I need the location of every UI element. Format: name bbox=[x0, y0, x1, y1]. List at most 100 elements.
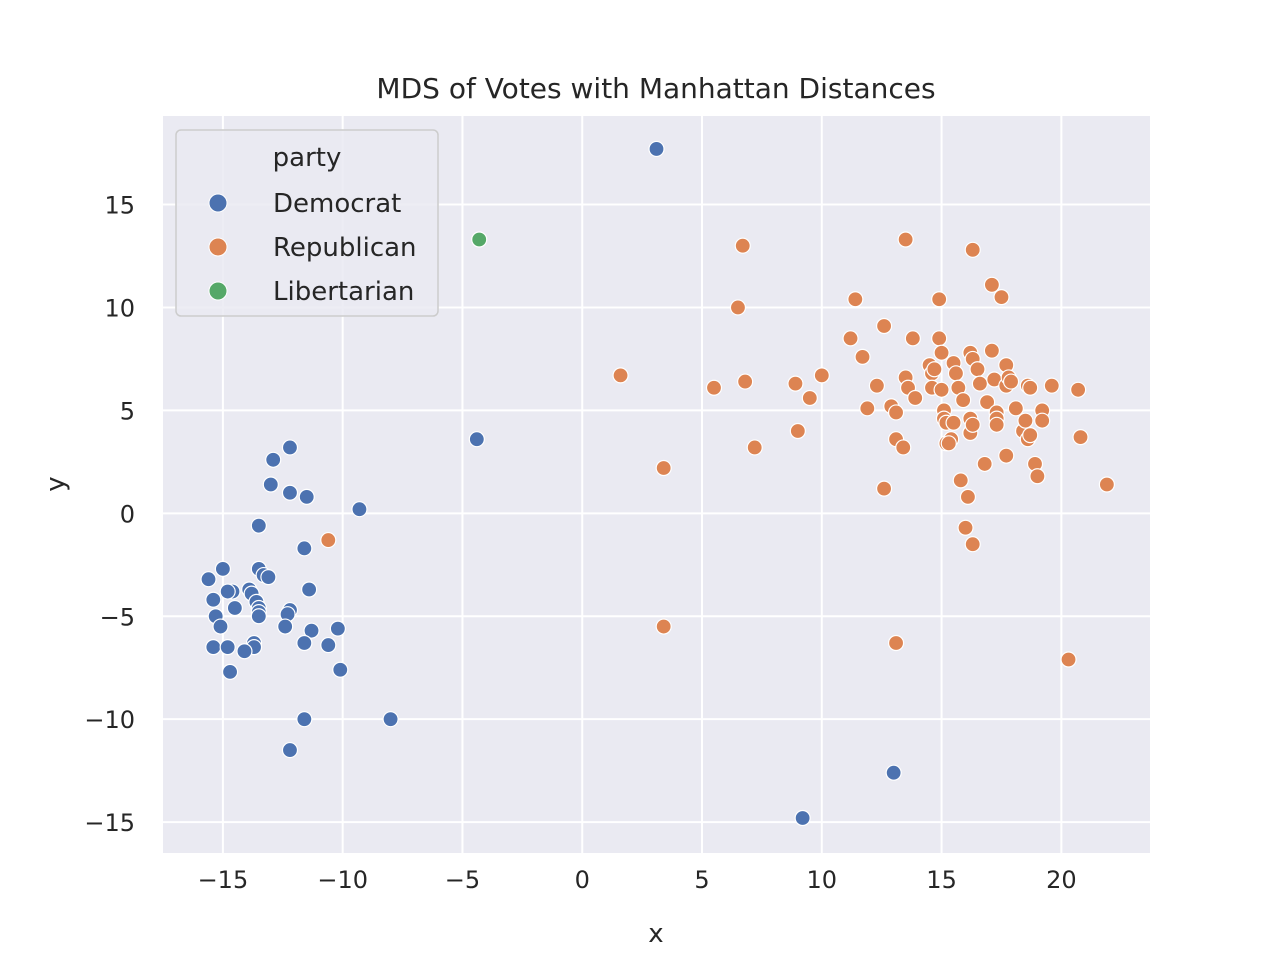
data-point-republican bbox=[945, 414, 962, 431]
data-point-democrat bbox=[200, 571, 217, 588]
series-libertarian bbox=[471, 231, 488, 248]
data-point-republican bbox=[964, 241, 981, 258]
data-point-republican bbox=[320, 531, 337, 549]
data-point-republican bbox=[897, 231, 914, 248]
x-tick-label: −10 bbox=[317, 866, 368, 894]
data-point-republican bbox=[787, 375, 804, 392]
data-point-democrat bbox=[250, 608, 267, 625]
data-point-republican bbox=[875, 480, 893, 497]
data-point-democrat bbox=[794, 809, 811, 827]
y-tick-label: −15 bbox=[84, 809, 135, 837]
y-tick-label: 15 bbox=[104, 192, 135, 220]
data-point-republican bbox=[1022, 426, 1039, 444]
data-point-republican bbox=[813, 367, 830, 384]
data-point-republican bbox=[868, 377, 885, 394]
data-point-republican bbox=[983, 342, 1000, 359]
data-point-republican bbox=[1007, 400, 1024, 417]
data-point-democrat bbox=[250, 517, 267, 534]
legend-items: Democrat Republican Libertarian bbox=[208, 189, 417, 307]
data-point-republican bbox=[931, 291, 948, 308]
data-point-republican bbox=[1072, 429, 1089, 446]
series-democrat bbox=[200, 140, 902, 827]
x-tick-label: 0 bbox=[575, 866, 590, 894]
data-points bbox=[200, 140, 1115, 827]
data-point-republican bbox=[952, 472, 969, 489]
x-tick-label: 15 bbox=[926, 866, 957, 894]
data-point-democrat bbox=[296, 711, 313, 728]
data-point-republican bbox=[1022, 379, 1039, 396]
data-point-republican bbox=[655, 618, 672, 635]
data-point-democrat bbox=[468, 431, 485, 448]
series-republican bbox=[320, 231, 1115, 668]
data-point-democrat bbox=[351, 501, 368, 518]
data-point-republican bbox=[847, 291, 864, 308]
y-tick-label: 5 bbox=[120, 397, 135, 425]
data-point-democrat bbox=[221, 663, 239, 680]
data-point-republican bbox=[933, 344, 950, 361]
data-point-republican bbox=[998, 447, 1015, 464]
data-point-democrat bbox=[236, 643, 253, 660]
data-point-democrat bbox=[648, 140, 665, 158]
data-point-democrat bbox=[382, 711, 399, 728]
x-tick-label: −15 bbox=[198, 866, 249, 894]
grid bbox=[163, 116, 1150, 853]
data-point-democrat bbox=[298, 488, 315, 505]
data-point-republican bbox=[931, 330, 948, 347]
legend: party Democrat Republican Libertarian bbox=[175, 129, 439, 317]
data-point-republican bbox=[789, 422, 806, 440]
legend-box bbox=[175, 129, 439, 317]
data-point-republican bbox=[964, 536, 981, 553]
y-tick-label: −10 bbox=[84, 706, 135, 734]
data-point-republican bbox=[1043, 377, 1060, 394]
data-point-republican bbox=[933, 381, 950, 398]
data-point-republican bbox=[1060, 651, 1077, 668]
data-point-republican bbox=[983, 276, 1000, 293]
legend-label-democrat: Democrat bbox=[273, 189, 401, 219]
data-point-republican bbox=[947, 365, 965, 382]
data-point-republican bbox=[1029, 468, 1046, 485]
data-point-democrat bbox=[219, 639, 236, 656]
data-point-democrat bbox=[226, 599, 243, 617]
x-tick-label: 5 bbox=[694, 866, 709, 894]
legend-title: party bbox=[273, 143, 342, 173]
data-point-republican bbox=[955, 391, 972, 409]
y-tick-label: −5 bbox=[100, 603, 135, 631]
data-point-democrat bbox=[303, 622, 320, 639]
data-point-democrat bbox=[281, 439, 299, 456]
data-point-republican bbox=[971, 375, 989, 392]
data-point-republican bbox=[904, 330, 921, 347]
data-point-republican bbox=[887, 634, 905, 652]
data-point-republican bbox=[875, 317, 893, 335]
data-point-democrat bbox=[265, 451, 282, 468]
data-point-republican bbox=[988, 416, 1005, 433]
data-point-republican bbox=[957, 519, 974, 536]
data-point-republican bbox=[842, 330, 859, 347]
legend-label-libertarian: Libertarian bbox=[273, 277, 414, 307]
data-point-republican bbox=[1017, 412, 1034, 429]
data-point-republican bbox=[1034, 412, 1051, 429]
x-tick-labels: −15 −10 −5 0 5 10 15 20 bbox=[198, 866, 1077, 894]
data-point-democrat bbox=[885, 764, 902, 781]
data-point-democrat bbox=[260, 569, 277, 586]
data-point-republican bbox=[993, 289, 1010, 306]
data-point-republican bbox=[859, 400, 876, 417]
y-tick-labels: −15 −10 −5 0 5 10 15 bbox=[84, 192, 135, 838]
data-point-republican bbox=[1070, 381, 1087, 398]
legend-marker-libertarian bbox=[208, 281, 228, 301]
x-tick-label: 10 bbox=[807, 866, 838, 894]
data-point-republican bbox=[1002, 373, 1020, 390]
data-point-republican bbox=[964, 416, 981, 433]
legend-label-republican: Republican bbox=[273, 233, 417, 263]
data-point-democrat bbox=[332, 661, 349, 678]
data-point-republican bbox=[746, 439, 763, 456]
legend-marker-republican bbox=[208, 237, 228, 257]
data-point-democrat bbox=[212, 618, 229, 635]
data-point-democrat bbox=[296, 634, 313, 652]
legend-marker-democrat bbox=[208, 193, 228, 213]
x-tick-label: 20 bbox=[1046, 866, 1077, 894]
data-point-democrat bbox=[281, 484, 299, 501]
data-point-democrat bbox=[301, 581, 318, 598]
y-tick-label: 10 bbox=[104, 294, 135, 322]
data-point-democrat bbox=[205, 639, 222, 656]
